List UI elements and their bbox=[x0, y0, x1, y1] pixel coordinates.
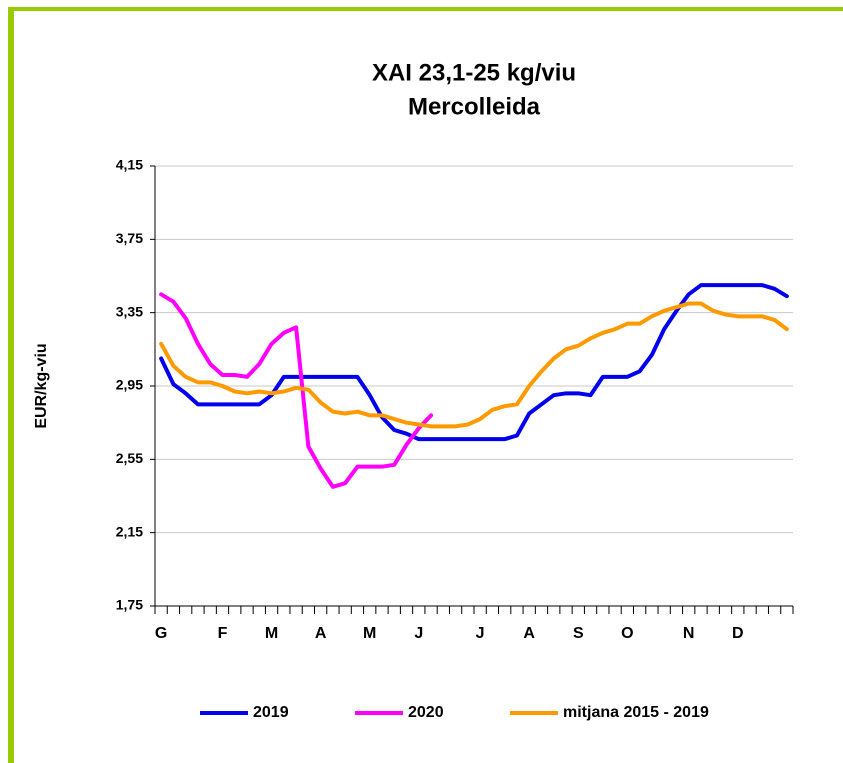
series-line bbox=[159, 292, 434, 489]
frame-top bbox=[8, 7, 843, 11]
x-tick-label: O bbox=[621, 625, 633, 642]
chart-subtitle: Mercolleida bbox=[408, 93, 541, 120]
x-tick-label: S bbox=[573, 625, 584, 642]
frame-left bbox=[8, 7, 14, 763]
series-line bbox=[159, 283, 789, 442]
y-tick-label: 3,75 bbox=[116, 230, 143, 246]
y-tick-label: 2,55 bbox=[116, 450, 143, 466]
y-tick-label: 1,75 bbox=[116, 597, 143, 613]
legend-label: 2019 bbox=[253, 704, 289, 721]
y-axis-label: EUR/kg-viu bbox=[33, 343, 50, 428]
series-line bbox=[159, 301, 789, 429]
x-tick-label: M bbox=[363, 625, 376, 642]
x-tick-label: J bbox=[476, 625, 485, 642]
y-tick-label: 3,35 bbox=[116, 303, 143, 319]
y-tick-label: 2,15 bbox=[116, 523, 143, 539]
x-tick-label: N bbox=[683, 625, 695, 642]
y-tick-label: 4,15 bbox=[116, 157, 143, 173]
x-tick-label: G bbox=[155, 625, 167, 642]
chart-title: XAI 23,1-25 kg/viu bbox=[372, 59, 576, 86]
x-tick-label: F bbox=[218, 625, 228, 642]
legend-label: mitjana 2015 - 2019 bbox=[563, 704, 709, 721]
x-tick-label: D bbox=[732, 625, 744, 642]
x-tick-label: J bbox=[414, 625, 423, 642]
y-tick-label: 2,95 bbox=[116, 377, 143, 393]
legend-label: 2020 bbox=[408, 704, 444, 721]
x-tick-label: M bbox=[265, 625, 278, 642]
x-tick-label: A bbox=[315, 625, 327, 642]
x-tick-label: A bbox=[523, 625, 535, 642]
